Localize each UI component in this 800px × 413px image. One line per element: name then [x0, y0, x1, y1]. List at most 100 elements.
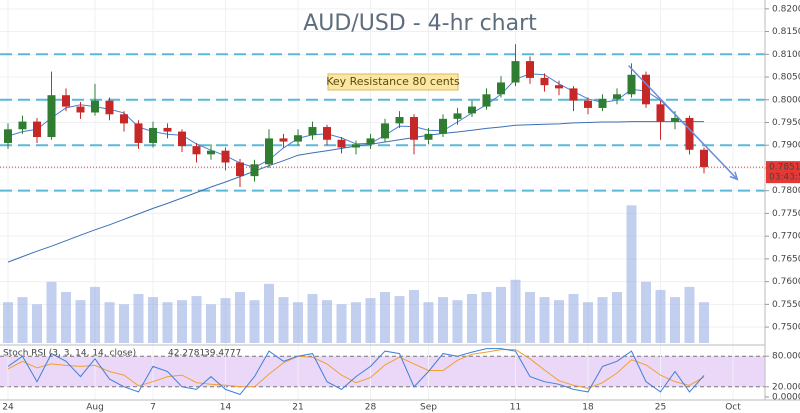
volume-bar — [162, 302, 173, 343]
annotation: Key Resistance 80 cents — [326, 75, 460, 88]
candle-body — [497, 82, 505, 95]
stoch-band — [0, 356, 765, 387]
volume-bar — [510, 279, 521, 343]
volume-bar — [206, 304, 216, 343]
volume-bar — [322, 300, 332, 343]
trendline-arrow — [729, 171, 739, 181]
volume-bar — [336, 304, 347, 343]
y-tick-label: 0.82000 — [772, 4, 800, 14]
volume-bar — [249, 300, 260, 343]
candle-body — [366, 138, 375, 145]
candle-body — [149, 127, 157, 143]
candle-body — [4, 129, 12, 143]
candle-body — [105, 100, 114, 115]
volume-bar — [684, 286, 695, 343]
candle-body — [250, 164, 259, 177]
volume-bar — [525, 292, 535, 343]
volume-bar — [438, 297, 448, 343]
stoch-tick-label: 80.0000 — [772, 352, 800, 362]
candle-body — [323, 127, 331, 140]
volume-bar — [32, 304, 42, 343]
stoch-tick-label: 0.0000 — [772, 393, 800, 403]
x-tick-label: 14 — [220, 403, 232, 413]
y-tick-label: 0.80000 — [772, 95, 800, 105]
volume-bar — [278, 297, 289, 343]
candle-body — [47, 95, 56, 138]
x-tick-label: 24 — [2, 403, 14, 413]
x-tick-label: Sep — [420, 403, 437, 413]
stoch-title: Stoch RSI (3, 3, 14, 14, close) — [3, 349, 136, 359]
candle-body — [279, 138, 288, 142]
candle-body — [18, 121, 27, 130]
candle-body — [134, 123, 143, 143]
candle-body — [62, 95, 70, 107]
marks — [0, 44, 765, 395]
candle-body — [685, 117, 694, 150]
volume-bar — [394, 296, 405, 343]
volume-bar — [641, 281, 651, 343]
volume-bar — [46, 281, 57, 343]
candle-body — [555, 85, 563, 89]
y-tick-label: 0.77000 — [772, 232, 800, 242]
x-tick-label: 21 — [292, 403, 303, 413]
volume-bar — [481, 292, 492, 343]
candle-body — [511, 61, 520, 83]
y-tick-label: 0.80500 — [772, 73, 800, 83]
volume-bar — [452, 300, 463, 343]
candle-body — [540, 77, 549, 86]
candle-body — [627, 74, 636, 95]
y-tick-label: 0.79000 — [772, 141, 800, 151]
volume-bar — [699, 302, 709, 343]
x-tick-label: Oct — [725, 403, 741, 413]
candle-body — [424, 133, 433, 140]
volume-bar — [423, 302, 434, 343]
volume-bar — [597, 297, 608, 343]
volume-bar — [191, 296, 202, 343]
volume-bar — [380, 292, 390, 343]
volume-bar — [104, 302, 115, 343]
y-tick-label: 0.75000 — [772, 323, 800, 333]
y-tick-label: 0.81500 — [772, 27, 800, 37]
candle-body — [453, 113, 462, 119]
last-price-label: 0.78518 — [769, 163, 800, 173]
volume-bar — [119, 304, 129, 343]
volume-bar — [351, 302, 361, 343]
volume-bar — [365, 298, 376, 343]
x-tick-label: Aug — [86, 403, 104, 413]
candle-body — [221, 150, 230, 163]
x-tick-label: 11 — [510, 403, 521, 413]
stoch-k-value: 42.2781 — [168, 349, 205, 359]
candle-body — [192, 146, 201, 155]
trendline — [628, 65, 738, 180]
volume-bar — [133, 294, 144, 343]
candle-body — [656, 104, 665, 122]
chart-title: AUD/USD - 4-hr chart — [303, 11, 537, 36]
y-tick-label: 0.76500 — [772, 254, 800, 264]
volume-bar — [612, 292, 622, 343]
volume-bar — [670, 297, 680, 343]
y-tick-label: 0.77500 — [772, 209, 800, 219]
candle-body — [352, 144, 360, 148]
candle-body — [395, 117, 404, 124]
candle-body — [294, 135, 302, 142]
candle-body — [526, 61, 534, 78]
candle-body — [91, 100, 99, 113]
candle-body — [207, 150, 215, 155]
candle-body — [613, 94, 621, 99]
volume-bar — [568, 294, 579, 343]
countdown: 03:43:55 — [769, 173, 800, 183]
plot-background — [0, 0, 765, 413]
candle-body — [308, 127, 317, 136]
volume-bar — [61, 292, 71, 343]
volume-bar — [655, 289, 666, 343]
stoch-d-value: 39.4777 — [204, 349, 241, 359]
volume-bar — [17, 297, 28, 343]
candle-body — [569, 88, 578, 101]
y-tick-label: 0.76000 — [772, 277, 800, 287]
annotation-box — [327, 73, 459, 91]
candle-body — [120, 114, 128, 124]
candle-body — [671, 117, 679, 122]
volume-bar — [90, 286, 100, 343]
y-tick-label: 0.75500 — [772, 300, 800, 310]
candle-body — [76, 106, 85, 113]
